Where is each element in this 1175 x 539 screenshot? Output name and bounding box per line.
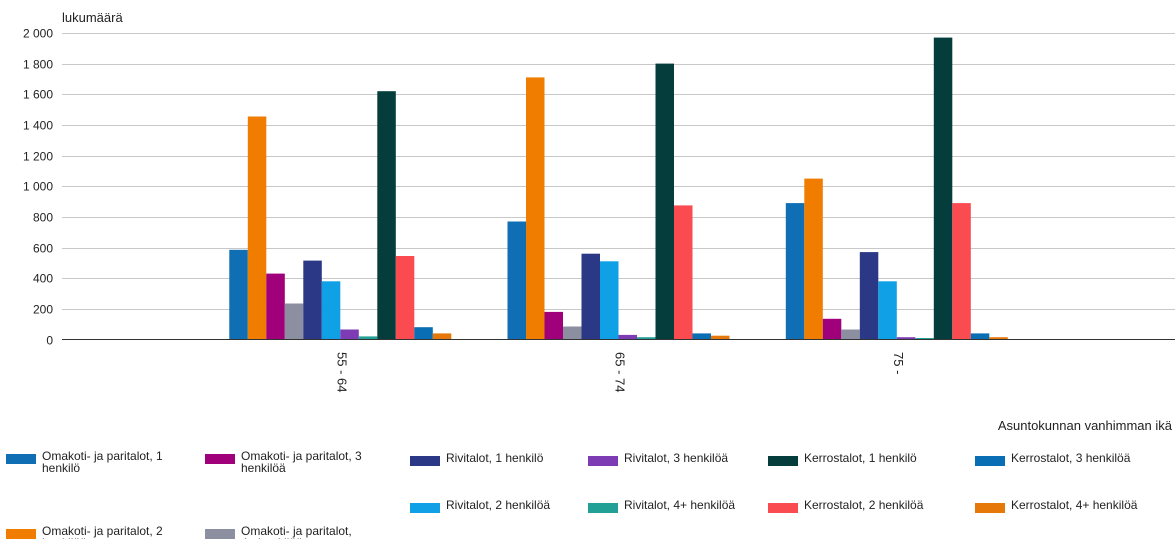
y-tick-label: 800 <box>33 211 53 225</box>
legend-swatch <box>975 456 1005 466</box>
bar <box>915 338 934 340</box>
legend-swatch <box>205 454 235 464</box>
bar <box>581 253 600 340</box>
legend-item: Omakoti- ja paritalot, 1 henkilö <box>6 450 171 474</box>
bar <box>637 337 656 340</box>
legend-label: Rivitalot, 4+ henkilöä <box>624 498 736 512</box>
legend-label: Kerrostalot, 1 henkilö <box>804 451 917 465</box>
legend-label: Kerrostalot, 2 henkilöä <box>804 498 924 512</box>
legend-item: Omakoti- ja paritalot, 2 henkilöä <box>6 525 171 539</box>
legend-swatch <box>205 529 235 539</box>
legend-label: Omakoti- ja paritalot, 3 henkilöä <box>241 449 362 475</box>
legend-swatch <box>410 456 440 466</box>
legend-item: Rivitalot, 1 henkilö <box>410 452 580 466</box>
x-tick-label: 55 - 64 <box>334 352 349 392</box>
legend-swatch <box>6 454 36 464</box>
legend-item: Kerrostalot, 4+ henkilöä <box>975 499 1175 513</box>
bar <box>970 333 990 340</box>
legend-swatch <box>975 503 1005 513</box>
y-tick-label: 2 000 <box>23 27 53 41</box>
legend-item: Omakoti- ja paritalot, 3 henkilöä <box>205 450 365 474</box>
bar <box>933 37 953 340</box>
legend-swatch <box>768 503 798 513</box>
y-tick-label: 600 <box>33 242 53 256</box>
bar <box>804 178 823 340</box>
bar <box>896 337 916 340</box>
legend-swatch <box>588 503 618 513</box>
bar <box>692 333 711 340</box>
bar <box>674 205 693 340</box>
bar <box>952 203 971 340</box>
legend-swatch <box>768 456 798 466</box>
bar <box>507 221 526 340</box>
bar <box>841 329 860 340</box>
legend-item: Kerrostalot, 1 henkilö <box>768 452 958 466</box>
y-tick-label: 1 400 <box>23 119 53 133</box>
legend-item: Kerrostalot, 2 henkilöä <box>768 499 958 513</box>
legend-item: Rivitalot, 4+ henkilöä <box>588 499 768 513</box>
bar <box>618 334 637 340</box>
legend-item: Omakoti- ja paritalot, 4+ henkilöä <box>205 525 365 539</box>
y-tick-label: 1 800 <box>23 58 53 72</box>
bar <box>247 116 267 340</box>
x-tick-label: 65 - 74 <box>613 352 628 392</box>
bar <box>395 256 415 340</box>
bar <box>859 252 879 340</box>
legend-label: Omakoti- ja paritalot, 4+ henkilöä <box>241 524 352 539</box>
legend-label: Omakoti- ja paritalot, 1 henkilö <box>42 449 163 475</box>
bar <box>303 260 322 340</box>
legend-item: Rivitalot, 3 henkilöä <box>588 452 768 466</box>
y-tick-label: 1 000 <box>23 180 53 194</box>
legend: Omakoti- ja paritalot, 1 henkilö Omakoti-… <box>0 440 1175 539</box>
y-tick-label: 200 <box>33 303 53 317</box>
legend-label: Kerrostalot, 4+ henkilöä <box>1011 498 1138 512</box>
bar <box>822 318 842 340</box>
bar <box>414 327 433 340</box>
bar <box>989 337 1008 340</box>
bar <box>340 329 359 340</box>
legend-item: Kerrostalot, 3 henkilöä <box>975 452 1175 466</box>
bar <box>229 249 248 340</box>
bar <box>544 311 563 340</box>
legend-swatch <box>588 456 618 466</box>
bar <box>563 326 582 340</box>
x-axis-title: Asuntokunnan vanhimman ikä <box>998 418 1173 433</box>
x-axis-ticks: 55 - 64 65 - 74 75 - <box>334 352 906 392</box>
bar <box>785 203 805 340</box>
bar <box>321 281 341 340</box>
y-tick-label: 400 <box>33 272 53 286</box>
legend-swatch <box>6 529 36 539</box>
bar <box>377 91 396 340</box>
bars <box>229 37 1008 340</box>
y-tick-label: 1 200 <box>23 150 53 164</box>
bar <box>358 336 378 340</box>
legend-label: Rivitalot, 2 henkilöä <box>446 498 551 512</box>
x-tick-label: 75 - <box>891 352 906 374</box>
y-tick-label: 0 <box>46 334 53 348</box>
legend-label: Kerrostalot, 3 henkilöä <box>1011 451 1131 465</box>
bar <box>711 335 730 340</box>
legend-label: Omakoti- ja paritalot, 2 henkilöä <box>42 524 163 539</box>
bar <box>600 261 619 340</box>
bar <box>878 281 897 340</box>
legend-item: Rivitalot, 2 henkilöä <box>410 499 580 513</box>
bar <box>266 273 285 340</box>
bar <box>432 333 452 340</box>
y-axis-title: lukumäärä <box>62 10 123 25</box>
y-axis-ticks: 0 200 400 600 800 1 000 1 200 1 400 1 600 1 800 2 … <box>23 27 53 348</box>
legend-label: Rivitalot, 1 henkilö <box>446 451 544 465</box>
bar <box>655 63 674 340</box>
bar-chart: 0 200 400 600 800 1 000 1 200 1 400 1 600 1 800 2 … <box>23 10 1175 433</box>
y-tick-label: 1 600 <box>23 88 53 102</box>
bar <box>284 303 304 340</box>
bar <box>526 77 545 340</box>
legend-swatch <box>410 503 440 513</box>
legend-label: Rivitalot, 3 henkilöä <box>624 451 729 465</box>
